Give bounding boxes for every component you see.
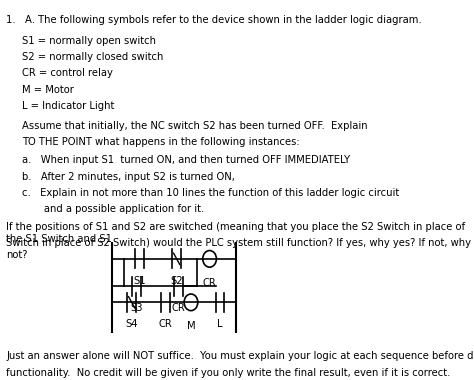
Text: S2: S2 (170, 276, 183, 286)
Text: c.   Explain in not more than 10 lines the function of this ladder logic circuit: c. Explain in not more than 10 lines the… (22, 188, 399, 198)
Text: S4: S4 (126, 319, 138, 329)
Text: S1 = normally open switch: S1 = normally open switch (22, 36, 156, 46)
Text: CR: CR (172, 303, 185, 313)
Text: a.   When input S1  turned ON, and then turned OFF IMMEDIATELY: a. When input S1 turned ON, and then tur… (22, 155, 350, 165)
Text: M = Motor: M = Motor (22, 85, 73, 95)
Text: Assume that initially, the NC switch S2 has been turned OFF.  Explain: Assume that initially, the NC switch S2 … (22, 121, 367, 131)
Text: If the positions of S1 and S2 are switched (meaning that you place the S2 Switch: If the positions of S1 and S2 are switch… (6, 222, 465, 244)
Text: S1: S1 (133, 276, 146, 286)
Text: Just an answer alone will NOT suffice.  You must explain your logic at each sequ: Just an answer alone will NOT suffice. Y… (6, 352, 474, 361)
Text: TO THE POINT what happens in the following instances:: TO THE POINT what happens in the followi… (22, 137, 300, 147)
Text: S3: S3 (130, 303, 143, 313)
Text: CR: CR (203, 278, 217, 288)
Text: M: M (187, 321, 195, 331)
Text: Switch in place of S2 Switch) would the PLC system still function? If yes, why y: Switch in place of S2 Switch) would the … (6, 239, 471, 260)
Text: and a possible application for it.: and a possible application for it. (22, 204, 204, 214)
Text: CR: CR (159, 319, 173, 329)
Text: L: L (218, 319, 223, 329)
Text: functionality.  No credit will be given if you only write the final result, even: functionality. No credit will be given i… (6, 368, 451, 378)
Text: b.   After 2 minutes, input S2 is turned ON,: b. After 2 minutes, input S2 is turned O… (22, 171, 235, 182)
Text: S2 = normally closed switch: S2 = normally closed switch (22, 52, 163, 62)
Text: 1.   A. The following symbols refer to the device shown in the ladder logic diag: 1. A. The following symbols refer to the… (6, 15, 422, 25)
Text: L = Indicator Light: L = Indicator Light (22, 101, 114, 111)
Text: CR = control relay: CR = control relay (22, 68, 113, 78)
